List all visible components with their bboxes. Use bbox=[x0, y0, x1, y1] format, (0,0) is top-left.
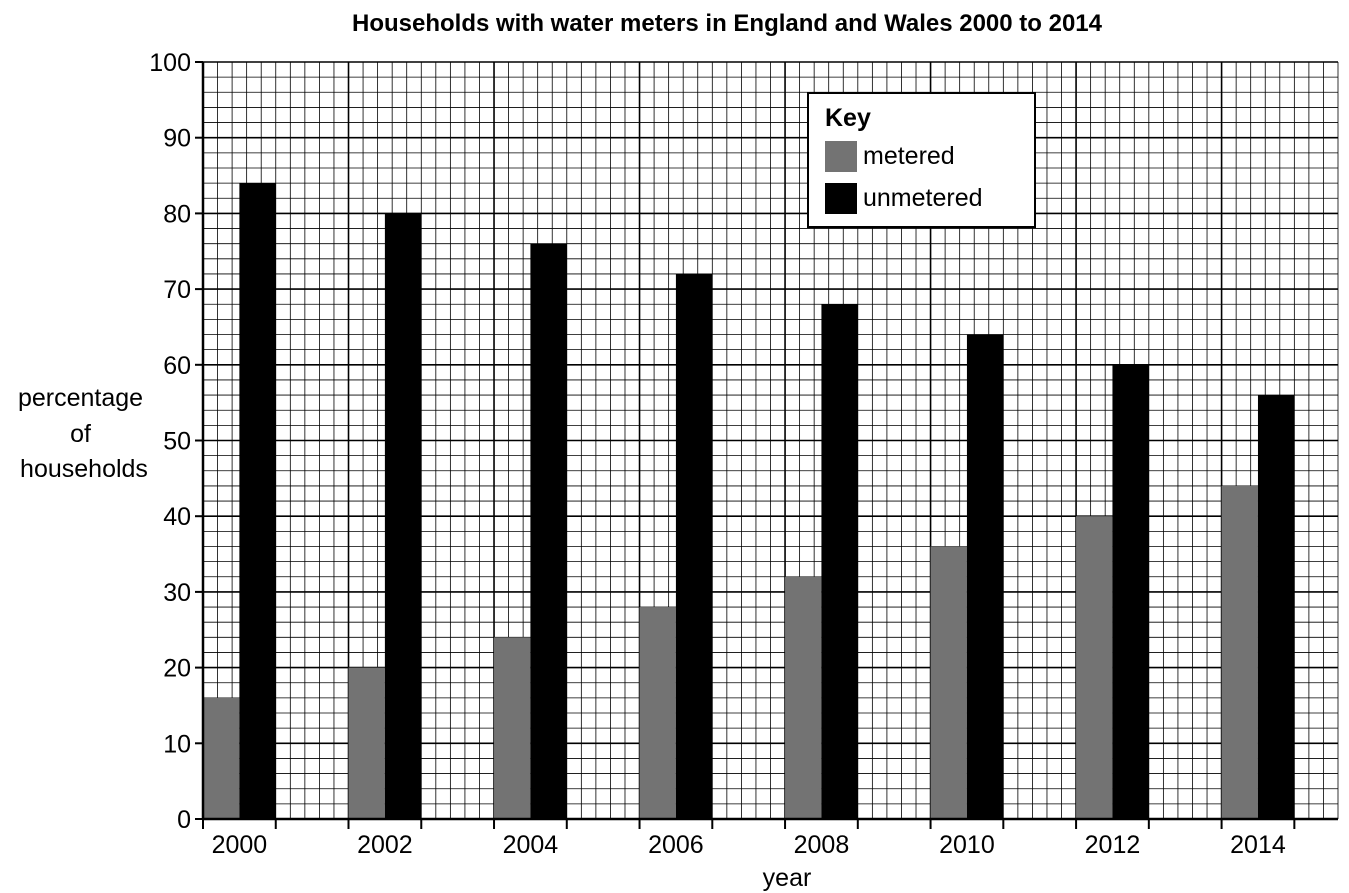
y-axis-label-line: percentage bbox=[18, 384, 143, 412]
bar-unmetered-2010 bbox=[966, 334, 1004, 819]
y-tick-label: 80 bbox=[163, 200, 191, 228]
x-tick-label: 2010 bbox=[939, 831, 995, 859]
bar-unmetered-2004 bbox=[530, 243, 567, 819]
chart-title: Households with water meters in England … bbox=[352, 10, 1103, 37]
bar-metered-2010 bbox=[930, 546, 967, 819]
y-tick-label: 20 bbox=[163, 655, 191, 683]
legend: Key metered unmetered bbox=[807, 92, 1036, 228]
x-axis-label: year bbox=[763, 864, 812, 892]
bar-unmetered-2012 bbox=[1112, 364, 1149, 819]
y-tick-label: 40 bbox=[163, 503, 191, 531]
y-tick-label: 30 bbox=[163, 579, 191, 607]
bar-metered-2000 bbox=[203, 697, 240, 819]
legend-label-unmetered: unmetered bbox=[863, 184, 983, 212]
bar-metered-2008 bbox=[785, 576, 822, 819]
y-tick-label: 10 bbox=[163, 730, 191, 758]
y-tick-label: 50 bbox=[163, 428, 191, 456]
x-tick-label: 2006 bbox=[648, 831, 704, 859]
legend-swatch-unmetered bbox=[825, 183, 857, 214]
bar-unmetered-2002 bbox=[384, 213, 422, 819]
x-tick-label: 2014 bbox=[1230, 831, 1286, 859]
bar-unmetered-2000 bbox=[239, 183, 276, 819]
bar-metered-2002 bbox=[348, 667, 385, 819]
bars bbox=[203, 183, 1295, 820]
y-tick-label: 70 bbox=[163, 276, 191, 304]
y-axis-label: percentage of households bbox=[18, 384, 150, 483]
y-tick-label: 60 bbox=[163, 352, 191, 380]
legend-label-metered: metered bbox=[863, 142, 955, 170]
x-tick-labels: 2000 2002 2004 2006 2008 2010 2012 2014 bbox=[212, 831, 1286, 859]
bar-unmetered-2008 bbox=[821, 304, 858, 819]
y-tick-label: 100 bbox=[149, 49, 191, 77]
bar-metered-2004 bbox=[494, 637, 531, 819]
bar-metered-2006 bbox=[639, 607, 676, 819]
bar-unmetered-2014 bbox=[1257, 395, 1295, 819]
axes bbox=[195, 61, 1338, 829]
x-tick-label: 2002 bbox=[357, 831, 413, 859]
x-tick-label: 2000 bbox=[212, 831, 268, 859]
y-tick-label: 0 bbox=[177, 806, 191, 834]
x-tick-label: 2012 bbox=[1085, 831, 1141, 859]
bar-metered-2012 bbox=[1076, 516, 1113, 819]
x-tick-label: 2008 bbox=[794, 831, 850, 859]
bar-unmetered-2006 bbox=[675, 273, 713, 820]
y-tick-label: 90 bbox=[163, 125, 191, 153]
legend-title: Key bbox=[825, 104, 871, 132]
y-axis-label-line: households bbox=[20, 455, 148, 483]
x-tick-label: 2004 bbox=[503, 831, 559, 859]
y-axis-label-line: of bbox=[70, 420, 91, 448]
bar-metered-2014 bbox=[1221, 485, 1258, 819]
y-tick-labels: 0 10 20 30 40 50 60 70 80 90 100 bbox=[149, 49, 191, 834]
legend-swatch-metered bbox=[825, 141, 857, 172]
